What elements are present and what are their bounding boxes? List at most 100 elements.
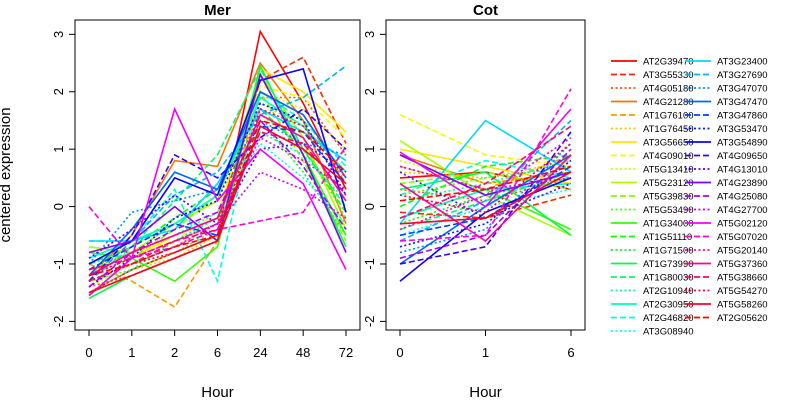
legend-label: AT3G47070 xyxy=(717,84,768,95)
legend-label: AT5G58260 xyxy=(717,300,768,311)
legend-label: AT4G23890 xyxy=(717,178,768,189)
y-tick-label-mer--2: -2 xyxy=(51,316,66,328)
series-line-cot-at5g58260 xyxy=(399,171,572,225)
series-line-mer-at5g37360 xyxy=(88,113,347,277)
legend-label: AT5G38660 xyxy=(717,273,768,284)
legend-item-at4g09650: AT4G09650 xyxy=(685,151,768,162)
legend-item-at4g21280: AT4G21280 xyxy=(611,97,694,108)
series-line-mer-at4g09650 xyxy=(88,107,347,282)
legend-item-at3g47860: AT3G47860 xyxy=(685,111,768,122)
y-tick-label-mer-2: 2 xyxy=(51,88,66,95)
legend-label: AT5G37360 xyxy=(717,259,768,270)
legend-item-at3g27690: AT3G27690 xyxy=(685,70,768,81)
legend-item-at3g23400: AT3G23400 xyxy=(685,57,768,68)
legend-label: AT2G05620 xyxy=(717,313,768,324)
series-line-mer-at2g46820 xyxy=(89,90,347,284)
series-line-cot-at5g37360 xyxy=(399,154,572,243)
series-line-cot-at3g53470 xyxy=(399,159,572,248)
legend-item-at1g80030: AT1G80030 xyxy=(611,273,694,284)
series-line-cot-at4g13010 xyxy=(399,171,572,219)
legend-item-at2g39470: AT2G39470 xyxy=(611,57,694,68)
legend-label: AT5G13410 xyxy=(643,165,694,176)
legend-item-at4g05180: AT4G05180 xyxy=(611,84,694,95)
legend-label: AT4G13010 xyxy=(717,165,768,176)
panel-mer: Mer 0 1 2 6 24 48 72 -2 -1 0 1 2 3 Hour centered expres… xyxy=(0,2,361,400)
series-line-mer-at2g05620 xyxy=(88,119,347,277)
series-line-cot-at1g51110 xyxy=(399,154,572,208)
legend-item-at2g30950: AT2G30950 xyxy=(611,300,694,311)
legend-item-at3g47070: AT3G47070 xyxy=(685,84,768,95)
legend-label: AT2G10940 xyxy=(643,286,694,297)
legend-item-at4g09010: AT4G09010 xyxy=(611,151,694,162)
legend-label: AT2G46820 xyxy=(643,313,694,324)
legend-label: AT3G47860 xyxy=(717,111,768,122)
legend-item-at5g37360: AT5G37360 xyxy=(685,259,768,270)
legend-label: AT3G27690 xyxy=(717,70,768,81)
series-line-mer-at5g54270 xyxy=(88,107,347,282)
legend-label: AT3G55330 xyxy=(643,70,694,81)
legend-label: AT2G39470 xyxy=(643,57,694,68)
legend-label: AT5G39830 xyxy=(643,192,694,203)
panel-title-cot: Cot xyxy=(473,2,498,19)
x-axis-label-mer: Hour xyxy=(201,384,234,400)
series-line-cot-at3g47070 xyxy=(399,142,572,254)
legend-label: AT3G47470 xyxy=(717,97,768,108)
y-tick-label-cot--1: -1 xyxy=(362,258,377,270)
legend-item-at1g73990: AT1G73990 xyxy=(611,259,694,270)
series-line-cot-at5g02120 xyxy=(399,108,572,208)
legend-label: AT3G53470 xyxy=(717,124,768,135)
legend-item-at5g53490: AT5G53490 xyxy=(611,205,694,216)
legend-item-at1g51110: AT1G51110 xyxy=(611,232,692,243)
legend-label: AT3G56650 xyxy=(643,138,694,149)
legend-label: AT1G51110 xyxy=(643,232,692,243)
legend-item-at4g23890: AT4G23890 xyxy=(685,178,768,189)
legend-label: AT3G08940 xyxy=(643,327,694,338)
legend-label: AT5G23120 xyxy=(643,178,694,189)
legend-item-at5g38660: AT5G38660 xyxy=(685,273,768,284)
legend-item-at1g76100: AT1G76100 xyxy=(611,111,694,122)
legend-item-at2g46820: AT2G46820 xyxy=(611,313,694,324)
legend-label: AT1G34000 xyxy=(643,219,694,230)
legend-item-at4g13010: AT4G13010 xyxy=(685,165,768,176)
x-axis-label-cot: Hour xyxy=(469,384,502,400)
legend-label: AT4G27700 xyxy=(717,205,768,216)
series-line-cot-at4g09650 xyxy=(399,131,572,265)
legend-label: AT3G54890 xyxy=(717,138,768,149)
legend-item-at4g27700: AT4G27700 xyxy=(685,205,768,216)
legend-label: AT1G73990 xyxy=(643,259,694,270)
y-tick-label-mer--1: -1 xyxy=(51,258,66,270)
legend-label: AT4G09010 xyxy=(643,151,694,162)
legend-item-at1g76450: AT1G76450 xyxy=(611,124,694,135)
x-tick-label-mer-0: 0 xyxy=(85,345,92,360)
legend-label: AT4G09650 xyxy=(717,151,768,162)
x-tick-label-mer-72: 72 xyxy=(339,345,353,360)
y-tick-label-mer-3: 3 xyxy=(51,31,66,38)
legend-item-at5g23120: AT5G23120 xyxy=(611,178,694,189)
series-line-mer-at5g07020 xyxy=(88,145,347,260)
legend-item-at3g08940: AT3G08940 xyxy=(611,327,694,338)
series-line-cot-at3g23400 xyxy=(399,119,572,225)
series-line-mer-at4g21280 xyxy=(88,61,347,277)
panel-title-mer: Mer xyxy=(204,2,231,19)
series-line-cot-at5g07020 xyxy=(399,88,572,242)
legend-label: AT5G07020 xyxy=(717,232,768,243)
x-tick-label-mer-1: 1 xyxy=(128,345,135,360)
y-tick-label-cot-2: 2 xyxy=(362,88,377,95)
legend-label: AT1G76450 xyxy=(643,124,694,135)
x-tick-label-cot-6: 6 xyxy=(567,345,574,360)
legend-label: AT5G02120 xyxy=(717,219,768,230)
legend-item-at5g58260: AT5G58260 xyxy=(685,300,768,311)
legend-item-at4g25080: AT4G25080 xyxy=(685,192,768,203)
legend-item-at5g02120: AT5G02120 xyxy=(685,219,768,230)
y-tick-label-cot--2: -2 xyxy=(362,316,377,328)
x-tick-label-mer-6: 6 xyxy=(214,345,221,360)
legend-label: AT4G21280 xyxy=(643,97,694,108)
x-tick-label-cot-1: 1 xyxy=(482,345,489,360)
legend-item-at3g55330: AT3G55330 xyxy=(611,70,694,81)
legend-item-at3g54890: AT3G54890 xyxy=(685,138,768,149)
legend-label: AT2G30950 xyxy=(643,300,694,311)
x-tick-label-mer-24: 24 xyxy=(253,345,267,360)
legend-label: AT5G20140 xyxy=(717,246,768,257)
legend-item-at3g53470: AT3G53470 xyxy=(685,124,768,135)
